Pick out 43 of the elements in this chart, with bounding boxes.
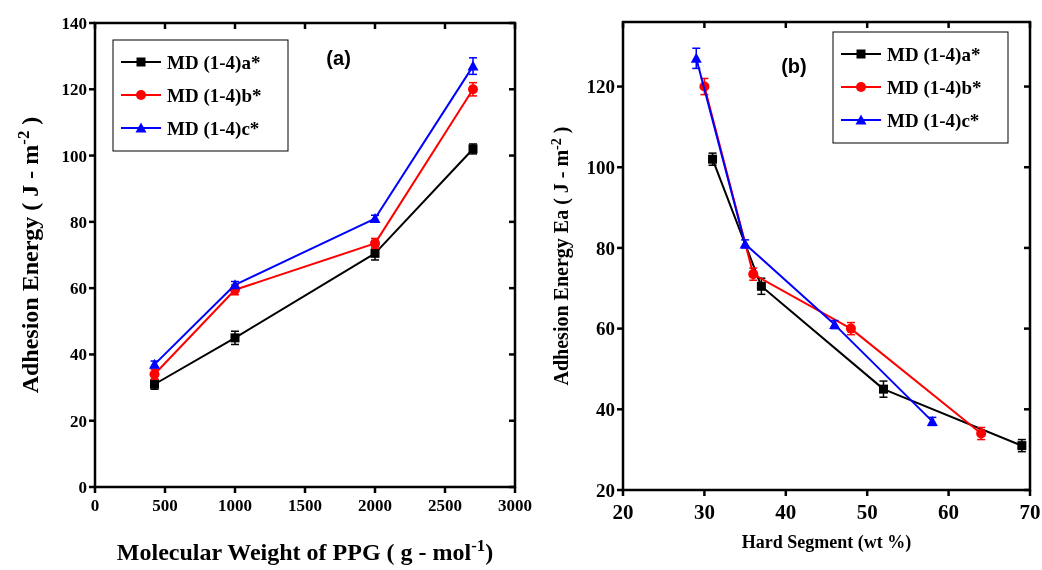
x-tick-label: 3000 bbox=[498, 496, 532, 515]
x-tick-label: 70 bbox=[1019, 500, 1041, 524]
point bbox=[467, 60, 479, 71]
y-tick-label: 0 bbox=[78, 477, 87, 497]
y-tick-label: 100 bbox=[61, 146, 87, 166]
y-tick-label: 100 bbox=[586, 156, 615, 178]
x-tick-label: 1000 bbox=[218, 496, 252, 515]
y-tick-label: 80 bbox=[596, 237, 615, 259]
legend-label: MD (1-4)b* bbox=[167, 84, 262, 107]
y-tick-label: 40 bbox=[596, 398, 615, 420]
legend-label: MD (1-4)c* bbox=[167, 117, 260, 140]
x-axis-title: Molecular Weight of PPG ( g - mol$^{-1}$) bbox=[116, 535, 494, 565]
point bbox=[756, 281, 766, 291]
y-tick-label: 120 bbox=[586, 76, 615, 98]
annotation: (a) bbox=[326, 46, 351, 69]
x-tick-label: 0 bbox=[90, 496, 100, 515]
y-tick-label: 20 bbox=[596, 479, 615, 501]
y-tick-label: 120 bbox=[61, 80, 87, 100]
x-tick-label: 2000 bbox=[358, 496, 392, 515]
legend-label: MD (1-4)a* bbox=[887, 43, 981, 66]
y-tick-label: 80 bbox=[70, 212, 87, 232]
x-tick-label: 20 bbox=[612, 500, 634, 524]
annotation: (b) bbox=[781, 55, 807, 78]
x-tick-label: 2500 bbox=[428, 496, 462, 515]
x-tick-label: 40 bbox=[775, 500, 797, 524]
y-tick-label: 20 bbox=[70, 411, 87, 431]
y-tick-label: 140 bbox=[61, 13, 87, 33]
legend-label: MD (1-4)c* bbox=[887, 109, 980, 132]
x-tick-label: 50 bbox=[856, 500, 878, 524]
point bbox=[878, 384, 888, 394]
y-tick-label: 60 bbox=[70, 279, 87, 299]
point bbox=[690, 52, 702, 63]
y-tick-label: 60 bbox=[596, 318, 615, 340]
x-tick-label: 60 bbox=[938, 500, 960, 524]
point bbox=[229, 279, 241, 290]
x-tick-label: 500 bbox=[152, 496, 178, 515]
legend-label: MD (1-4)b* bbox=[887, 76, 982, 99]
point bbox=[369, 213, 381, 224]
y-tick-label: 40 bbox=[70, 345, 87, 365]
legend-label: MD (1-4)a* bbox=[167, 51, 261, 74]
x-tick-label: 30 bbox=[693, 500, 715, 524]
x-axis-title: Hard Segment (wt %) bbox=[741, 532, 912, 553]
x-tick-label: 1500 bbox=[288, 496, 322, 515]
